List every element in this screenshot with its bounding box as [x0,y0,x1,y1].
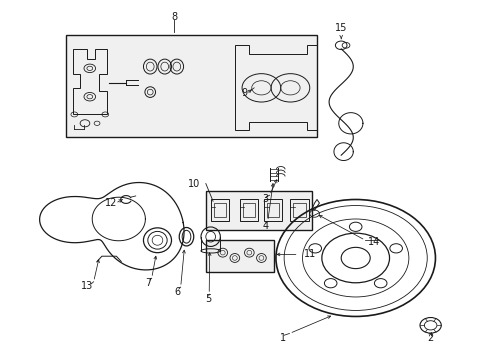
Text: 5: 5 [204,294,211,304]
Bar [239,199,258,221]
Bar [242,203,255,217]
Text: 9: 9 [241,88,247,98]
Bar [213,203,225,217]
Bar [65,35,316,138]
Text: 4: 4 [262,221,268,231]
Bar [210,199,228,221]
Bar [205,191,311,230]
Text: 3: 3 [262,194,268,204]
Text: 13: 13 [81,281,93,291]
Bar [266,203,279,217]
Text: 6: 6 [174,287,181,297]
Bar [264,199,282,221]
Text: 8: 8 [171,12,177,22]
Bar [290,199,308,221]
Bar [205,240,273,272]
Text: 2: 2 [427,333,433,343]
Text: 11: 11 [303,249,315,260]
Bar [293,203,305,217]
Text: 12: 12 [105,198,118,208]
Text: 15: 15 [334,23,346,33]
Text: 7: 7 [145,278,152,288]
Text: 10: 10 [187,179,200,189]
Text: 1: 1 [280,333,285,343]
Text: 14: 14 [367,237,379,247]
